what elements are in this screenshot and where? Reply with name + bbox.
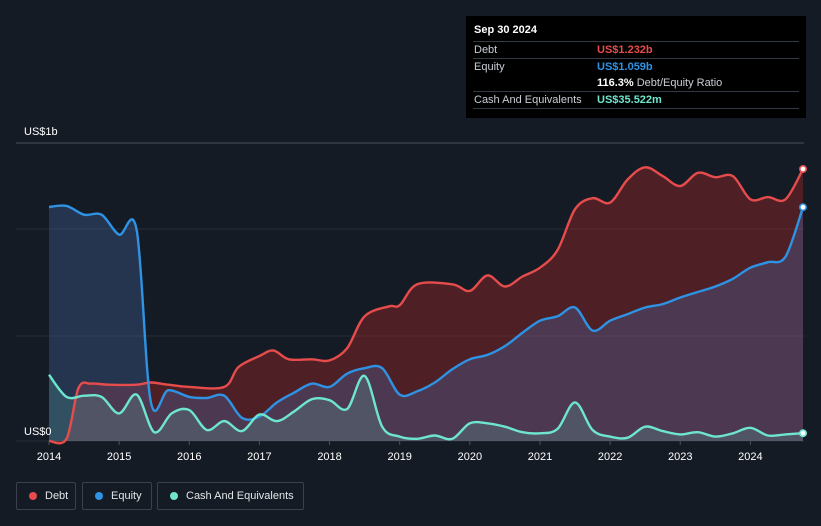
y-axis-bottom-label: US$0 (24, 426, 52, 438)
y-axis-top-label: US$1b (24, 126, 58, 138)
equity-legend-dot-icon (95, 492, 103, 500)
equity-line (48, 204, 805, 421)
cash-endpoint (798, 429, 807, 438)
cash-area (49, 374, 803, 441)
x-tick-label: 2020 (458, 451, 482, 463)
data-tooltip: Sep 30 2024 Debt US$1.232b Equity US$1.0… (466, 16, 806, 118)
legend-equity[interactable]: Equity (82, 482, 152, 510)
equity-endpoint (798, 203, 807, 212)
debt-line (48, 166, 805, 445)
cash-line (48, 374, 804, 441)
tooltip-date: Sep 30 2024 (474, 24, 537, 36)
tooltip-equity-value: US$1.059b (597, 61, 653, 73)
x-tick-label: 2023 (668, 451, 692, 463)
x-tick-label: 2021 (528, 451, 552, 463)
x-tick-label: 2024 (738, 451, 762, 463)
x-tick-label: 2017 (247, 451, 271, 463)
equity-area (49, 205, 803, 441)
x-tick-label: 2014 (37, 451, 61, 463)
x-tick-label: 2016 (177, 451, 201, 463)
tooltip-debt-label: Debt (474, 44, 498, 56)
tooltip-debt-value: US$1.232b (597, 44, 653, 56)
tooltip-equity-row: Equity US$1.059b (473, 58, 799, 75)
x-tick-label: 2015 (107, 451, 131, 463)
debt-legend-dot-icon (29, 492, 37, 500)
tooltip-ratio-value: 116.3% (597, 77, 634, 89)
debt-area (49, 167, 803, 444)
legend-cash-label: Cash And Equivalents (186, 490, 294, 502)
tooltip-debt-row: Debt US$1.232b (473, 41, 799, 58)
tooltip-ratio-row: 116.3% Debt/Equity Ratio (473, 75, 799, 91)
tooltip-ratio-label: Debt/Equity Ratio (636, 77, 723, 89)
tooltip-cash-row: Cash And Equivalents US$35.522m (473, 91, 799, 109)
tooltip-cash-value: US$35.522m (597, 94, 662, 106)
x-tick-label: 2018 (317, 451, 341, 463)
debt-endpoint (798, 165, 807, 174)
legend-equity-label: Equity (111, 490, 142, 502)
tooltip-cash-label: Cash And Equivalents (474, 94, 582, 106)
legend-cash[interactable]: Cash And Equivalents (157, 482, 304, 510)
x-tick-label: 2022 (598, 451, 622, 463)
tooltip-equity-label: Equity (474, 61, 505, 73)
legend-debt[interactable]: Debt (16, 482, 76, 510)
legend-debt-label: Debt (45, 490, 69, 502)
x-tick-label: 2019 (387, 451, 411, 463)
cash-legend-dot-icon (170, 492, 178, 500)
